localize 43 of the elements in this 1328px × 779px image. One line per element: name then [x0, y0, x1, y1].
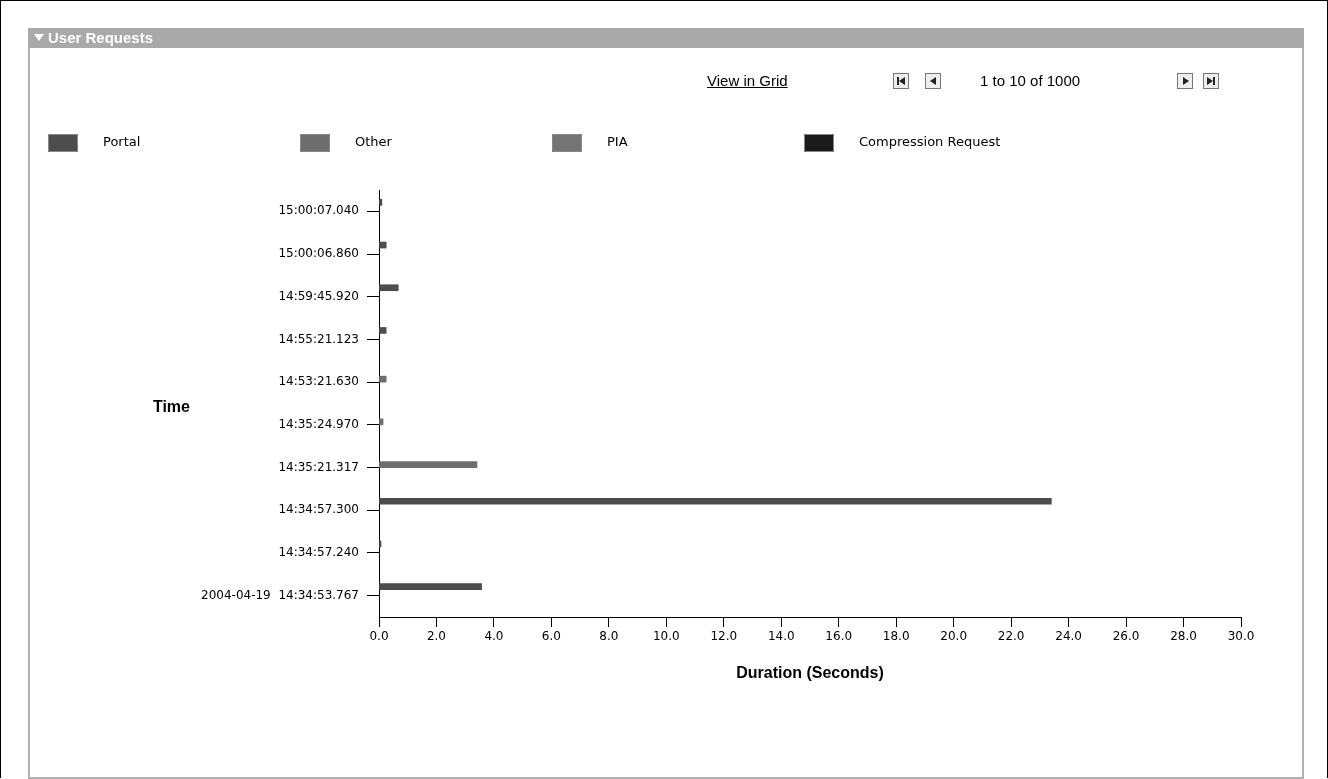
x-tick-label: 2.0: [426, 629, 447, 644]
bar: [379, 199, 383, 206]
x-tick-label: 0.0: [369, 629, 389, 644]
y-tick-label: 14:53:21.630: [278, 374, 359, 389]
x-tick-label: 4.0: [484, 629, 504, 644]
x-axis-title: Duration (Seconds): [736, 663, 884, 681]
text: User Requests: [48, 28, 154, 48]
bar: [379, 497, 1052, 505]
x-tick-label: 8.0: [599, 629, 619, 644]
legend-label: Portal: [103, 134, 141, 150]
y-tick-label: 2004-04-19 14:34:53.767: [201, 587, 359, 602]
y-tick-label: 14:34:57.240: [278, 545, 359, 560]
x-tick-label: 30.0: [1227, 629, 1255, 644]
legend-label: Compression Request: [859, 134, 1001, 150]
y-tick-label: 14:59:45.920: [278, 288, 359, 303]
y-axis-title: Time: [152, 397, 191, 415]
legend-label: PIA: [607, 134, 628, 150]
x-tick-label: 20.0: [940, 629, 968, 644]
y-tick-label: 15:00:07.040: [278, 203, 359, 218]
y-tick-label: 14:35:24.970: [278, 416, 359, 431]
bar: [379, 327, 387, 334]
y-tick-label: 14:34:57.300: [278, 502, 359, 517]
legend-label: Other: [355, 134, 393, 150]
x-tick-label: 26.0: [1112, 629, 1140, 644]
y-tick-label: 15:00:06.860: [278, 246, 359, 261]
bar: [379, 241, 387, 249]
y-tick-label: 14:55:21.123: [278, 331, 359, 346]
bar: [379, 583, 482, 590]
bar: [379, 375, 387, 383]
x-tick-label: 6.0: [541, 629, 561, 644]
x-tick-label: 14.0: [767, 629, 795, 644]
x-tick-label: 10.0: [652, 629, 680, 644]
x-tick-label: 24.0: [1055, 629, 1082, 644]
x-tick-label: 16.0: [825, 629, 853, 644]
bar: [379, 461, 478, 468]
bar: [379, 284, 399, 292]
x-tick-label: 22.0: [997, 629, 1025, 644]
x-tick-label: 28.0: [1170, 629, 1197, 644]
text: 1 to 10 of 1000: [980, 72, 1081, 89]
x-tick-label: 12.0: [710, 629, 738, 644]
text: View in Grid: [707, 72, 788, 89]
y-tick-label: 14:35:21.317: [278, 459, 359, 474]
x-tick-label: 18.0: [882, 629, 910, 644]
